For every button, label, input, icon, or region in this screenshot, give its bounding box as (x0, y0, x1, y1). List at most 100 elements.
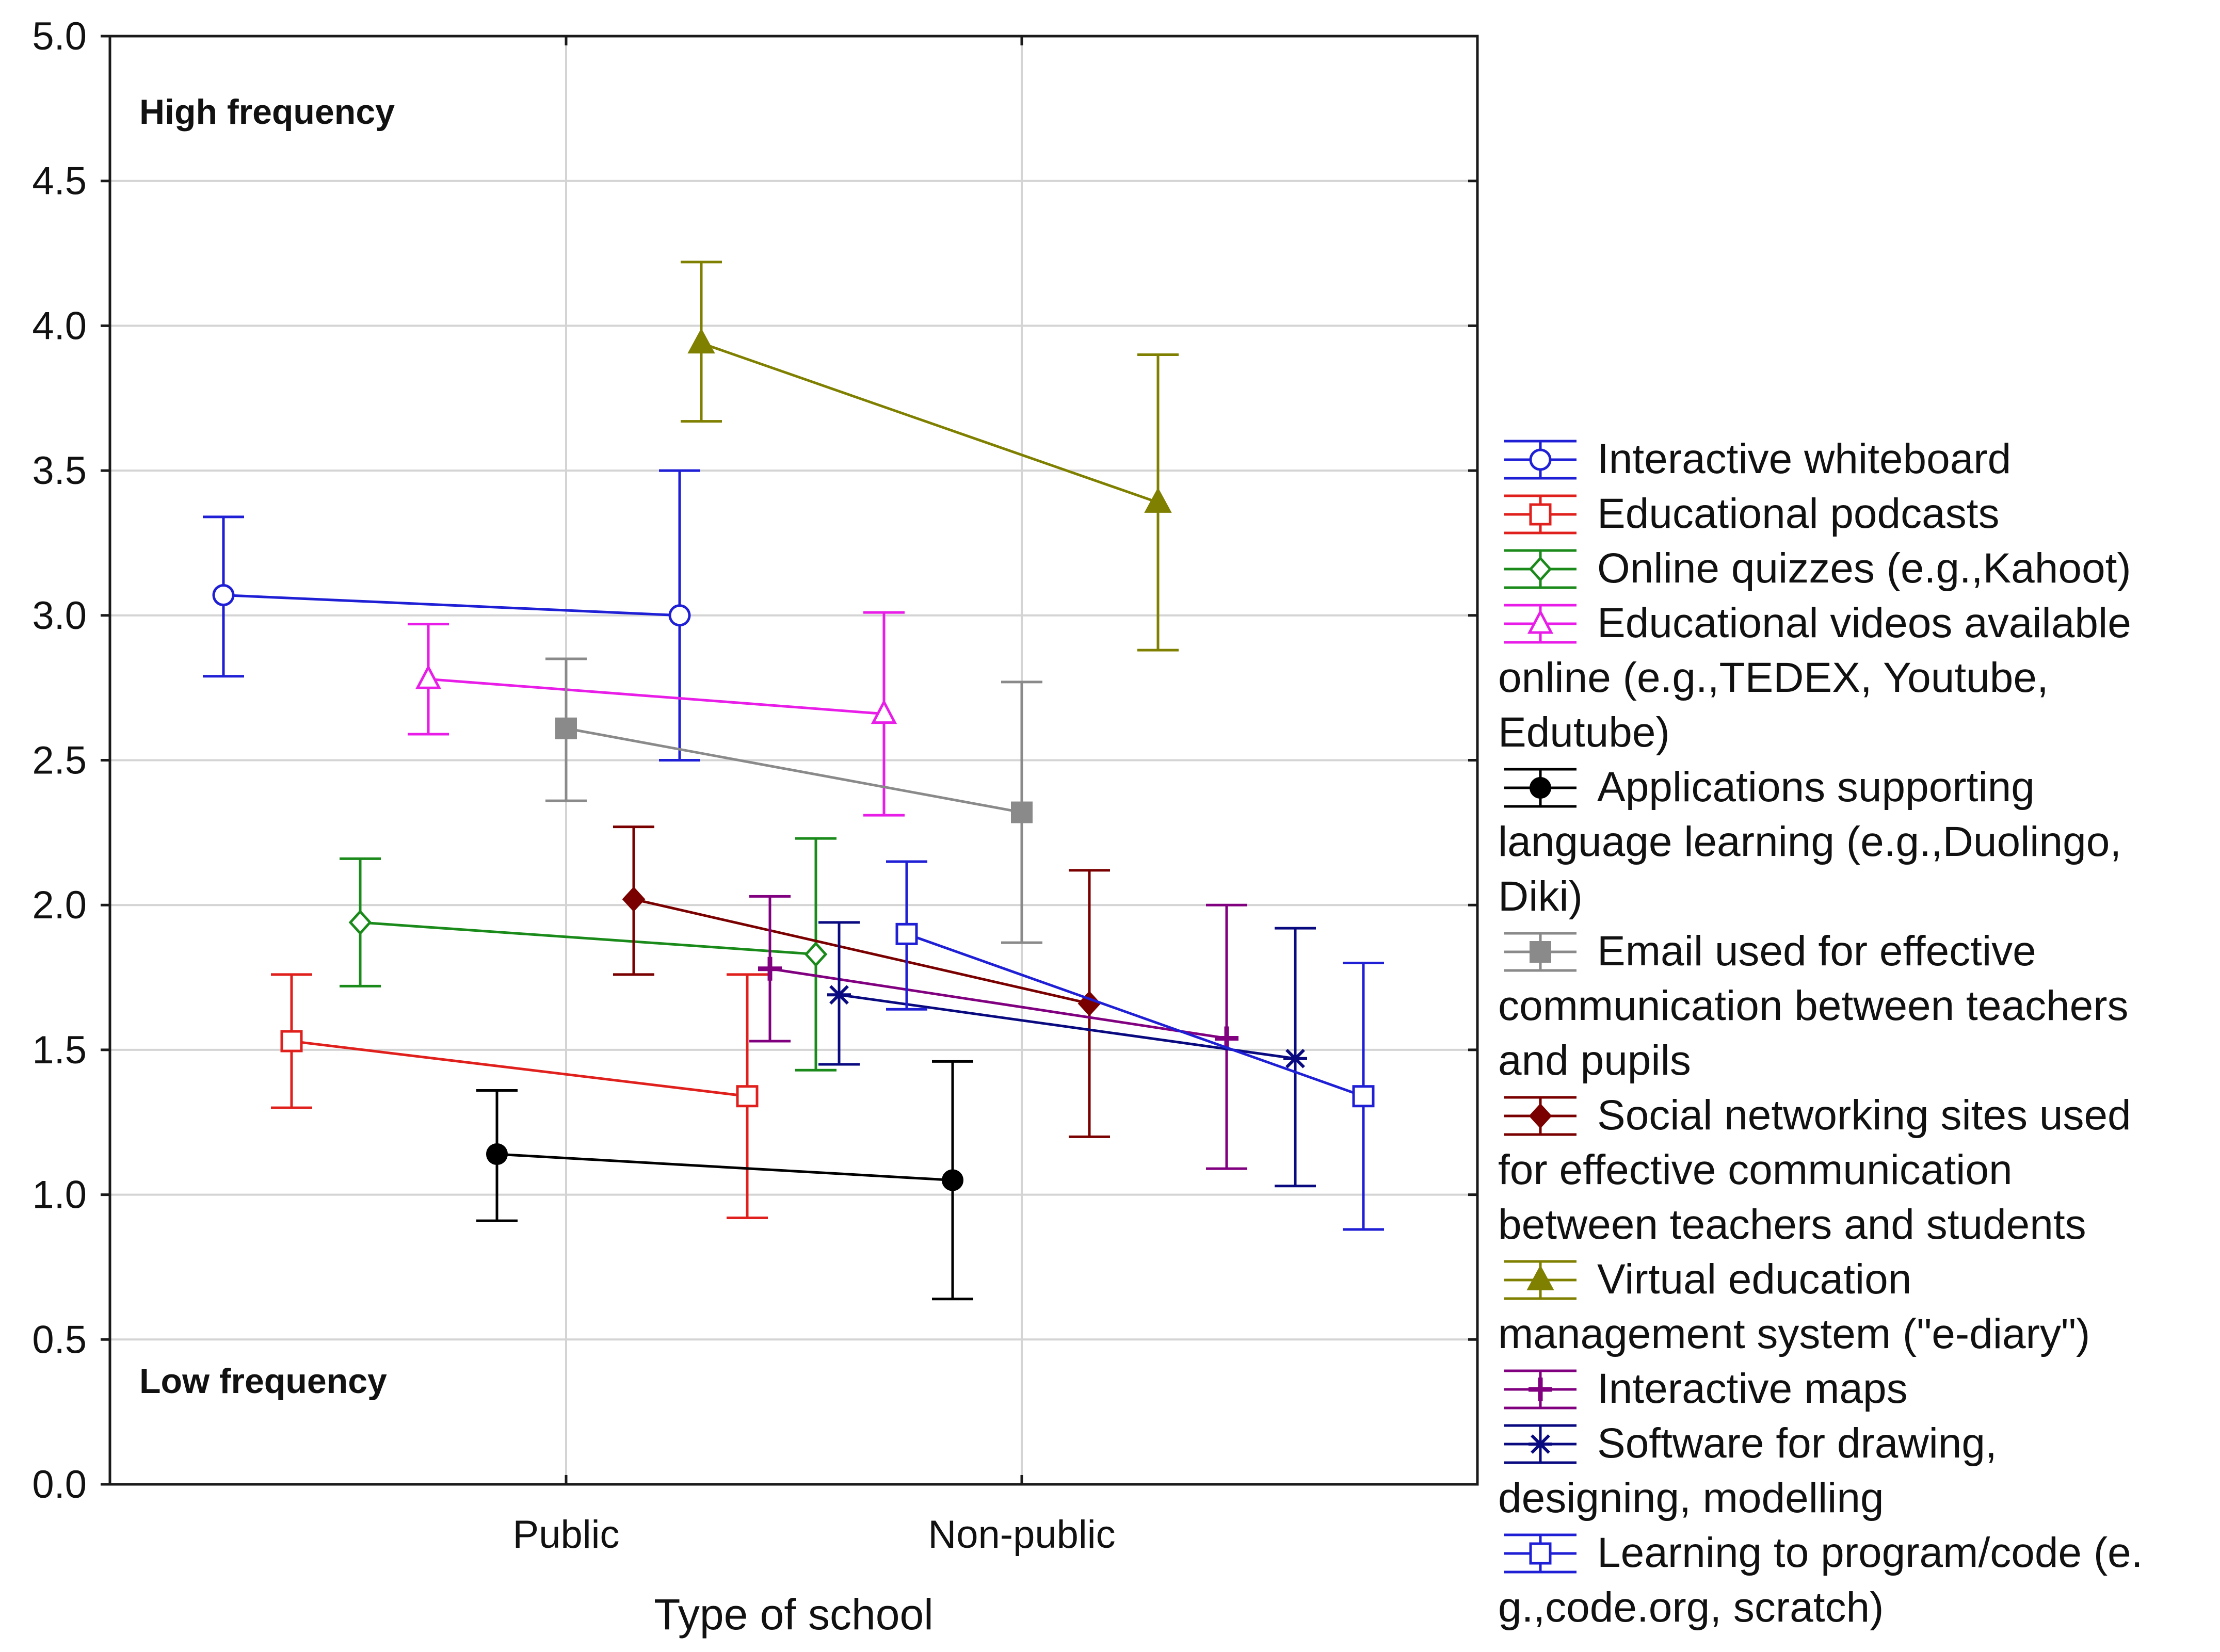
series-line (566, 727, 1022, 814)
legend-marker (1529, 556, 1552, 582)
data-point (758, 957, 782, 981)
data-point (212, 584, 235, 607)
legend-entry-2: Online quizzes (e.g.,Kahoot) (1504, 545, 2131, 592)
legend-label: Interactive maps (1597, 1365, 1908, 1412)
series-7 (681, 261, 1179, 652)
data-point (827, 985, 851, 1005)
data-point (1144, 487, 1172, 513)
legend-label: Learning to program/code (e. (1597, 1529, 2143, 1576)
legend-entry-10: Learning to program/code (e. g.,code.org,… (1498, 1529, 2143, 1631)
data-point (1011, 801, 1033, 823)
series-3 (408, 611, 905, 817)
series-1 (271, 973, 768, 1220)
series-5 (545, 657, 1042, 944)
series-line (839, 993, 1296, 1060)
y-tick-label: 4.5 (32, 159, 87, 203)
x-tick-label: Non-public (928, 1513, 1115, 1557)
legend: Interactive whiteboard Educational podcas… (1498, 435, 2143, 1631)
legend-marker (1529, 1378, 1552, 1401)
data-point (280, 1030, 303, 1052)
series-layer (203, 261, 1384, 1301)
legend-label: g.,code.org, scratch) (1498, 1584, 1884, 1631)
grid-lines (110, 36, 1477, 1484)
series-8 (749, 895, 1247, 1170)
x-axis-title: Type of school (654, 1590, 934, 1639)
legend-marker (1527, 609, 1554, 634)
y-tick-label: 2.0 (32, 883, 87, 927)
legend-label: language learning (e.g.,Duolingo, (1498, 818, 2121, 865)
legend-label: between teachers and students (1498, 1201, 2086, 1248)
series-10 (886, 860, 1384, 1231)
legend-label: Virtual education (1597, 1256, 1911, 1303)
legend-label: Online quizzes (e.g.,Kahoot) (1597, 545, 2131, 592)
data-point (415, 664, 442, 689)
y-tick-label: 1.0 (32, 1173, 87, 1217)
legend-label: Applications supporting (1597, 764, 2035, 811)
y-axis: 0.0 0.5 1.0 1.5 2.0 2.5 3.0 3.5 4.0 4.5 5.0 (32, 14, 1477, 1507)
annotation-high-frequency: High frequency (139, 92, 395, 132)
legend-label: Interactive whiteboard (1597, 435, 2011, 482)
data-point (1283, 1048, 1307, 1068)
data-point (486, 1143, 508, 1165)
series-0 (203, 469, 700, 762)
legend-entry-4: Applications supporting language learning… (1498, 764, 2121, 920)
series-2 (340, 837, 836, 1072)
legend-marker (1530, 941, 1551, 963)
series-4 (476, 1060, 973, 1301)
legend-label: Educational videos available (1597, 600, 2131, 646)
data-point (668, 604, 691, 627)
y-tick-label: 3.5 (32, 449, 87, 493)
legend-entry-3: Educational videos available online (e.g.… (1498, 600, 2131, 756)
data-point (895, 922, 918, 945)
legend-marker (1529, 1434, 1552, 1454)
series-line (701, 342, 1159, 504)
legend-marker (1530, 777, 1551, 799)
series-6 (613, 825, 1110, 1138)
series-9 (818, 921, 1316, 1188)
series-line (633, 898, 1090, 1005)
x-tick-label: Public (513, 1513, 620, 1557)
legend-marker (1526, 1265, 1554, 1290)
annotation-low-frequency: Low frequency (139, 1362, 387, 1401)
legend-entry-5: Email used for effective communication be… (1498, 928, 2129, 1084)
series-line (906, 932, 1364, 1098)
legend-label: for effective communication (1498, 1146, 2013, 1193)
series-line (428, 677, 884, 716)
legend-entry-0: Interactive whiteboard (1504, 435, 2011, 482)
legend-entry-8: Interactive maps (1504, 1365, 1908, 1412)
data-point (348, 910, 372, 935)
data-point (942, 1169, 963, 1191)
legend-label: management system ("e-diary") (1498, 1310, 2090, 1357)
legend-marker (1529, 448, 1552, 471)
legend-label: and pupils (1498, 1037, 1691, 1084)
legend-marker (1529, 1103, 1552, 1129)
data-point (1215, 1026, 1238, 1050)
y-tick-label: 4.0 (32, 304, 87, 348)
data-point (736, 1085, 759, 1108)
y-tick-label: 0.5 (32, 1318, 87, 1362)
y-tick-label: 2.5 (32, 739, 87, 783)
series-line (769, 967, 1227, 1040)
x-axis: Public Non-public (513, 36, 1116, 1557)
legend-label: Software for drawing, (1597, 1420, 1997, 1467)
data-point (622, 886, 646, 912)
series-line (496, 1153, 953, 1182)
data-point (804, 941, 828, 967)
legend-entry-9: Software for drawing, designing, modellin… (1498, 1420, 1997, 1521)
legend-label: Educational podcasts (1597, 490, 2000, 537)
series-line (360, 921, 816, 956)
legend-marker (1529, 503, 1552, 526)
data-point (871, 699, 897, 724)
data-point (687, 328, 715, 354)
legend-label: Email used for effective (1597, 928, 2036, 975)
legend-label: communication between teachers (1498, 982, 2129, 1029)
legend-entry-7: Virtual education management system ("e-d… (1498, 1256, 2090, 1357)
y-tick-label: 1.5 (32, 1028, 87, 1072)
y-tick-label: 3.0 (32, 594, 87, 638)
legend-marker (1529, 1542, 1552, 1565)
legend-label: Social networking sites used (1597, 1092, 2131, 1139)
series-line (291, 1040, 748, 1098)
series-line (223, 594, 680, 617)
